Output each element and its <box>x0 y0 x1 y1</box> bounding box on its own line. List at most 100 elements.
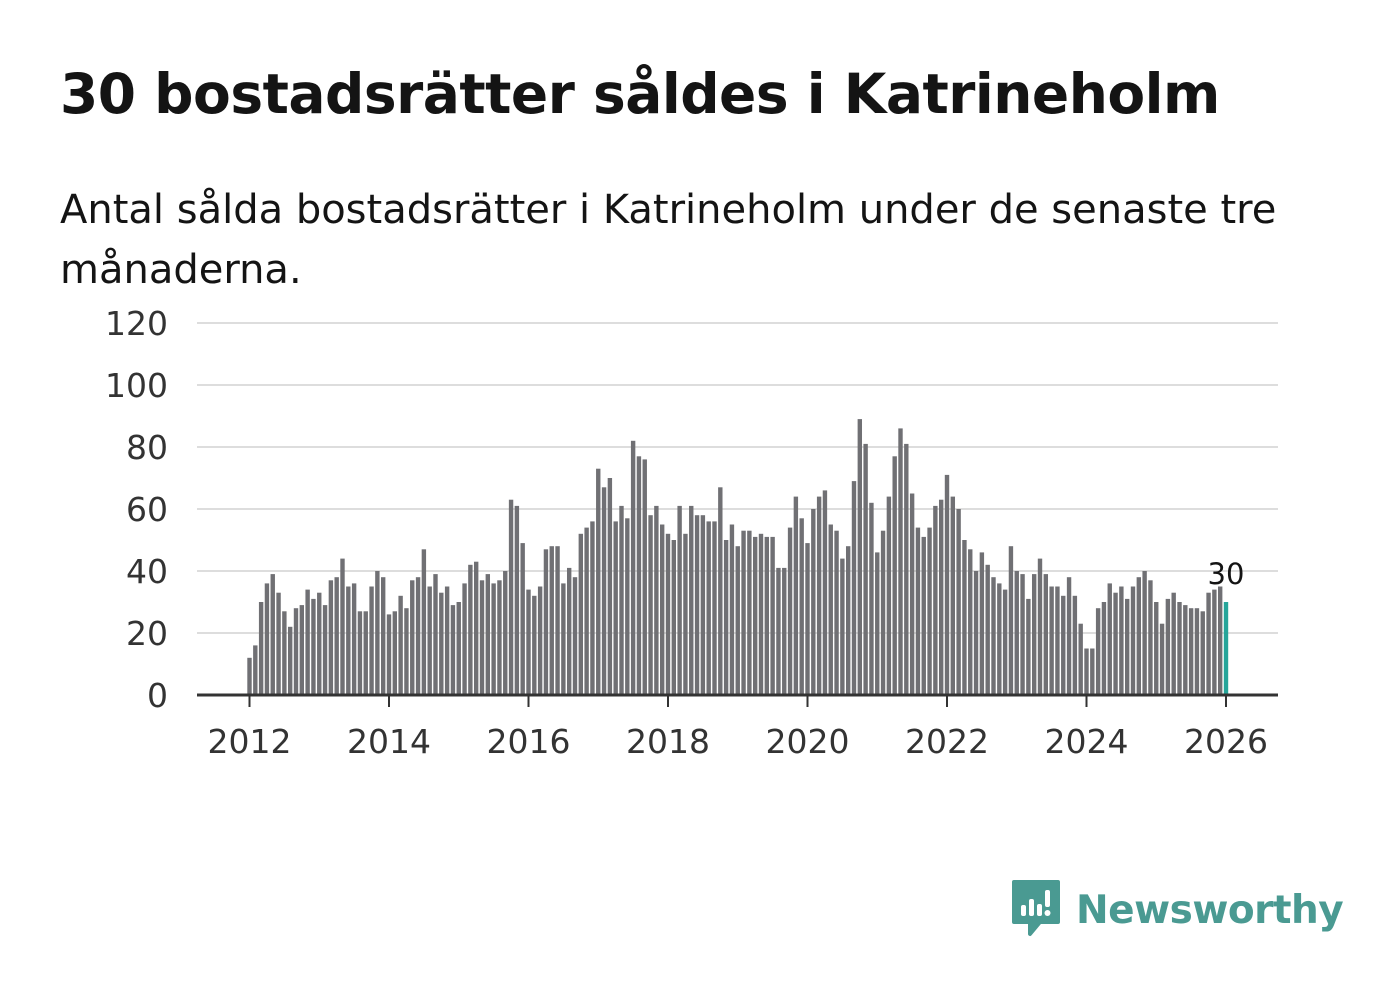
bar <box>991 577 996 695</box>
y-tick-label: 100 <box>105 366 168 405</box>
bar <box>1078 623 1083 695</box>
bar <box>1171 592 1176 695</box>
bar <box>456 602 461 695</box>
bar <box>770 536 775 695</box>
bar <box>346 586 351 695</box>
bar <box>654 505 659 695</box>
bar <box>619 505 624 695</box>
bar <box>334 577 339 695</box>
bar <box>404 608 409 695</box>
bar <box>491 583 496 695</box>
x-axis-ticks: 2012 2014 2016 2018 2020 2022 2024 2026 <box>208 695 1268 761</box>
bar <box>677 505 682 695</box>
bar <box>543 549 549 695</box>
last-value-label: 30 <box>1208 557 1245 591</box>
bar <box>1159 623 1165 695</box>
bar <box>258 602 264 695</box>
bar <box>665 533 671 695</box>
bar <box>293 608 299 695</box>
bar <box>473 561 479 695</box>
bar <box>607 478 613 695</box>
bar <box>700 515 706 695</box>
bar-latest <box>1223 602 1229 695</box>
bar <box>840 558 845 695</box>
bar <box>1043 574 1049 695</box>
bar <box>1008 546 1014 695</box>
bar <box>590 521 595 695</box>
bar <box>253 645 258 695</box>
newsworthy-logo-icon <box>1010 878 1062 942</box>
bar <box>1130 586 1136 695</box>
bar <box>532 595 537 695</box>
bar <box>822 490 828 695</box>
bar <box>369 586 374 695</box>
bar <box>1119 586 1124 695</box>
bar <box>1002 589 1008 695</box>
bar <box>340 558 345 695</box>
bar <box>322 605 328 695</box>
bar <box>398 595 403 695</box>
bar <box>1061 595 1066 695</box>
x-tick-label: 2024 <box>1045 722 1129 761</box>
bar <box>927 527 932 695</box>
bar <box>311 598 316 695</box>
x-tick-label: 2020 <box>766 722 850 761</box>
bar <box>1200 611 1205 695</box>
bar <box>566 567 572 695</box>
bar <box>549 546 554 695</box>
y-tick-label: 0 <box>147 676 168 715</box>
bar <box>444 586 450 695</box>
bar <box>694 515 700 695</box>
bar <box>776 567 781 695</box>
bar <box>1194 608 1200 695</box>
bar <box>561 583 566 695</box>
bar <box>782 567 787 695</box>
bar <box>875 552 880 695</box>
x-tick-label: 2014 <box>347 722 431 761</box>
bar <box>1049 586 1054 695</box>
brand-logo[interactable]: Newsworthy <box>1010 878 1344 942</box>
bar <box>613 521 618 695</box>
bar <box>596 468 601 695</box>
bar <box>1020 574 1025 695</box>
bar <box>985 564 990 695</box>
bar <box>811 509 816 695</box>
bar <box>1031 574 1037 695</box>
bar <box>909 493 915 695</box>
chart-subtitle: Antal sålda bostadsrätter i Katrineholm … <box>60 187 1277 293</box>
bar <box>537 586 543 695</box>
bar <box>625 518 630 695</box>
y-tick-label: 20 <box>126 614 168 653</box>
bar <box>915 527 921 695</box>
bar <box>1212 589 1217 695</box>
bar <box>1183 605 1188 695</box>
bar <box>1066 577 1072 695</box>
bar <box>950 496 956 695</box>
bar <box>433 574 438 695</box>
bar <box>659 524 665 695</box>
bar <box>1165 598 1171 695</box>
bar <box>410 580 415 695</box>
bar <box>764 536 770 695</box>
bar <box>886 496 892 695</box>
bar <box>863 443 868 695</box>
bar <box>508 499 514 695</box>
bar <box>898 428 903 695</box>
bar <box>956 509 961 695</box>
bar <box>968 549 973 695</box>
bar <box>1037 558 1043 695</box>
bar <box>816 496 822 695</box>
bar <box>1072 595 1078 695</box>
bar <box>299 605 305 695</box>
bar <box>601 487 607 695</box>
bar <box>450 605 456 695</box>
bar <box>683 533 688 695</box>
bar <box>270 574 275 695</box>
bar <box>857 419 863 695</box>
bar <box>880 530 886 695</box>
bar <box>648 515 653 695</box>
x-tick-label: 2026 <box>1184 722 1268 761</box>
bar <box>1084 648 1089 695</box>
bar <box>747 530 752 695</box>
bar <box>938 499 944 695</box>
